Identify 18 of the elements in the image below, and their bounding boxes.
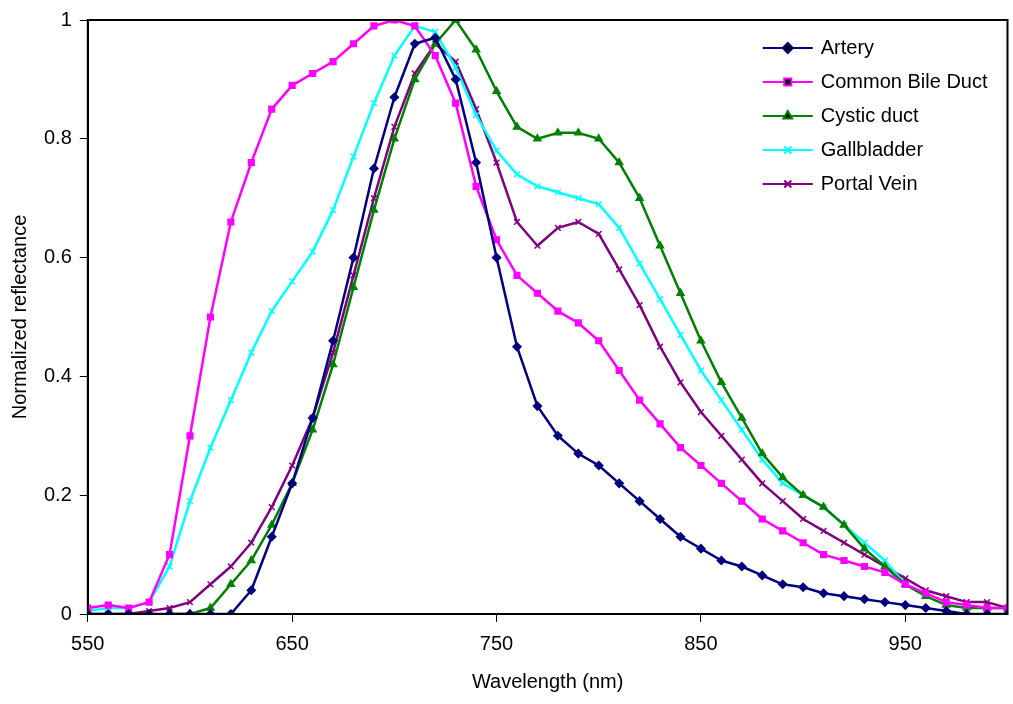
- x-tick-label: 750: [479, 631, 514, 654]
- y-tick-label: 0.2: [43, 482, 72, 505]
- y-tick-label: 0.6: [43, 245, 72, 268]
- y-tick-label: 0: [60, 601, 72, 624]
- x-tick-label: 950: [888, 631, 922, 654]
- y-axis-title: Normalized reflectance: [7, 214, 30, 420]
- y-tick-label: 1: [60, 7, 72, 30]
- legend-label: Gallbladder: [820, 137, 924, 160]
- legend-label: Cystic duct: [820, 103, 920, 126]
- legend-label: Portal Vein: [820, 171, 918, 194]
- y-tick-label: 0.4: [43, 363, 72, 386]
- x-tick-label: 550: [71, 631, 105, 654]
- y-tick-label: 0.8: [43, 126, 72, 149]
- legend-label: Artery: [820, 35, 875, 58]
- x-tick-label: 850: [684, 631, 718, 654]
- legend-label: Common Bile Duct: [820, 69, 988, 92]
- x-axis-title: Wavelength (nm): [471, 669, 624, 692]
- x-tick-label: 650: [275, 631, 309, 654]
